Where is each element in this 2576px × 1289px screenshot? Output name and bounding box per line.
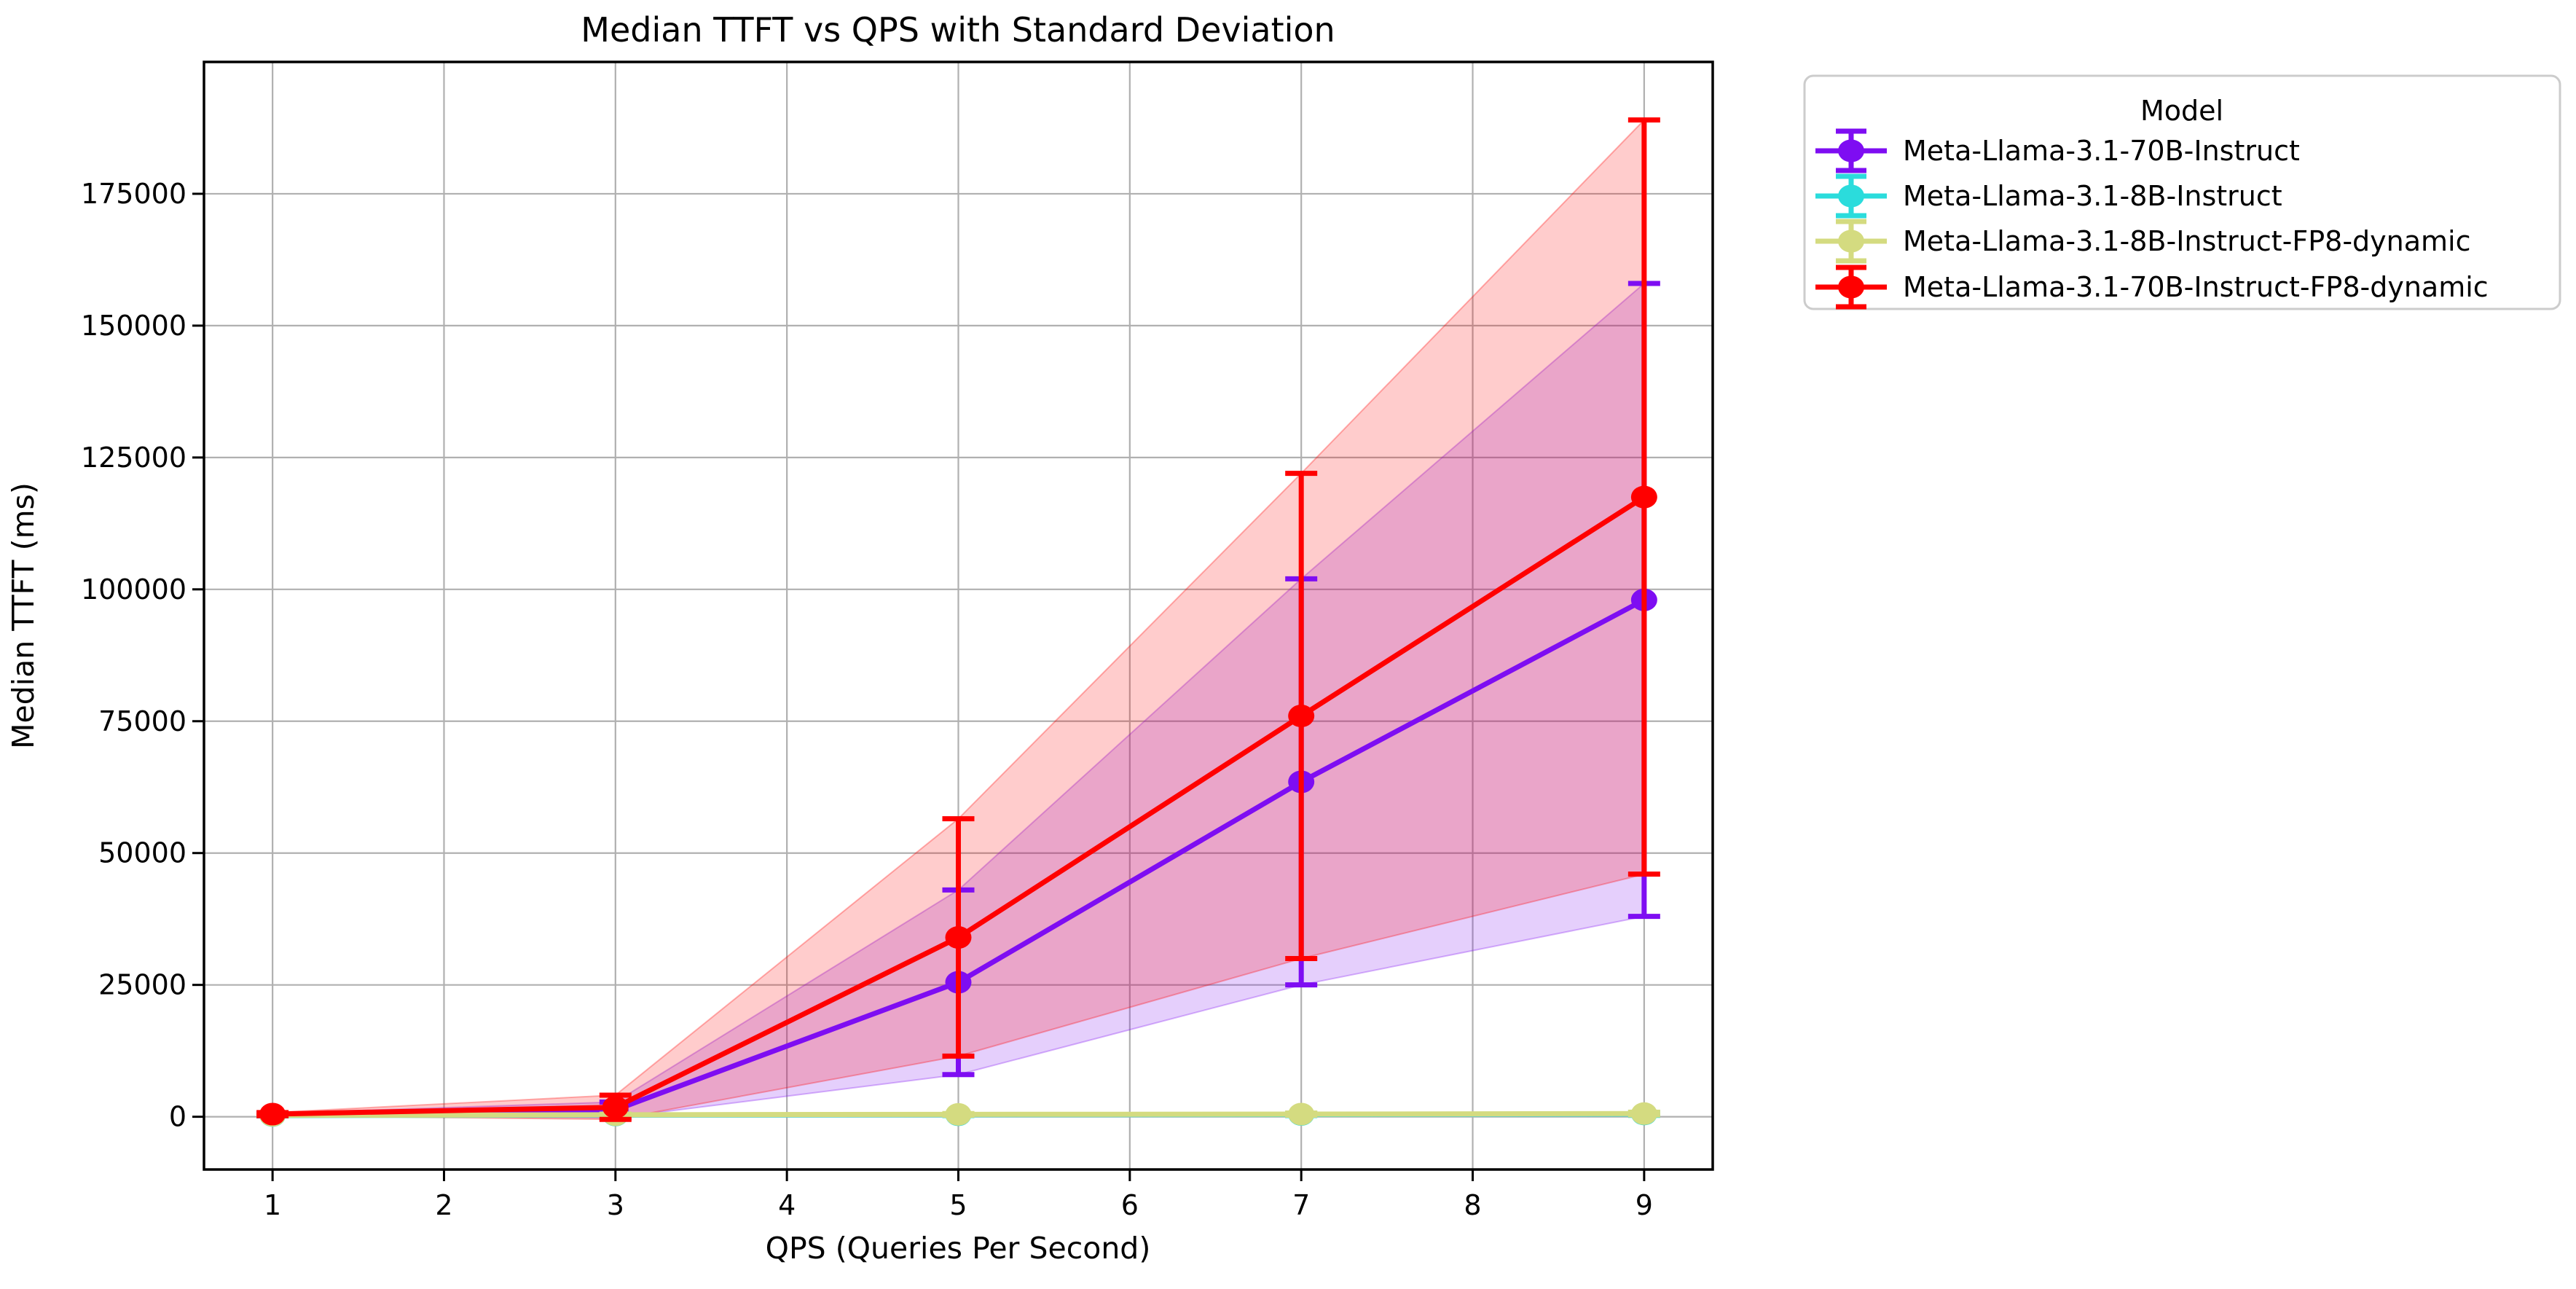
legend-entries: Meta-Llama-3.1-70B-Instruct Meta-Llama-3.… <box>1815 128 2489 310</box>
y-tick-label: 100000 <box>81 573 186 606</box>
chart-title: Median TTFT vs QPS with Standard Deviati… <box>581 10 1335 50</box>
data-point-marker <box>259 1102 286 1126</box>
legend-label: Meta-Llama-3.1-70B-Instruct-FP8-dynamic <box>1903 271 2489 303</box>
x-tick-label: 1 <box>264 1189 281 1221</box>
x-tick-label: 5 <box>949 1189 967 1221</box>
y-tick-label: 75000 <box>98 705 186 737</box>
data-point-marker <box>1288 1102 1315 1126</box>
x-tick-label: 4 <box>778 1189 796 1221</box>
legend-label: Meta-Llama-3.1-8B-Instruct-FP8-dynamic <box>1903 225 2471 257</box>
data-point-marker <box>1630 1102 1657 1125</box>
y-tick-label: 150000 <box>81 310 186 342</box>
data-point-marker <box>602 1096 629 1119</box>
legend-marker-icon <box>1838 275 1864 299</box>
y-tick-label: 25000 <box>98 969 186 1001</box>
data-point-marker <box>1630 485 1657 509</box>
x-tick-label: 2 <box>435 1189 452 1221</box>
data-point-marker <box>1288 705 1315 728</box>
data-point-marker <box>945 926 972 949</box>
legend-marker-icon <box>1838 230 1864 253</box>
y-tick-label: 50000 <box>98 837 186 869</box>
x-tick-label: 8 <box>1464 1189 1481 1221</box>
y-axis-label: Median TTFT (ms) <box>6 482 41 749</box>
x-tick-label: 7 <box>1292 1189 1310 1221</box>
series-Meta-Llama-3.1-70B-Instruct-FP8-dynamic <box>256 117 1660 1126</box>
axes-and-ticks: 1 2 3 4 5 6 7 8 9 0 25000 50000 75000 100000 125000 150… <box>81 60 1714 1221</box>
x-tick-label: 9 <box>1635 1189 1653 1221</box>
legend-marker-icon <box>1838 139 1864 162</box>
x-tick-label: 3 <box>607 1189 624 1221</box>
legend-title: Model <box>2140 95 2223 127</box>
x-tick-label: 6 <box>1121 1189 1139 1221</box>
legend-label: Meta-Llama-3.1-70B-Instruct <box>1903 135 2300 167</box>
x-axis-label: QPS (Queries Per Second) <box>766 1231 1151 1266</box>
y-tick-label: 175000 <box>81 178 186 210</box>
y-tick-label: 0 <box>169 1101 186 1133</box>
legend-marker-icon <box>1838 184 1864 208</box>
legend-entry-Meta-Llama-3.1-70B-Instruct: Meta-Llama-3.1-70B-Instruct <box>1815 128 2300 173</box>
legend-box <box>1803 74 2561 310</box>
data-series <box>256 117 1660 1127</box>
legend: Model Meta-Llama-3.1-70B-InstructMeta-Ll… <box>1803 74 2561 310</box>
y-tick-label: 125000 <box>81 442 186 474</box>
legend-label: Meta-Llama-3.1-8B-Instruct <box>1903 180 2282 212</box>
legend-entry-Meta-Llama-3.1-8B-Instruct: Meta-Llama-3.1-8B-Instruct <box>1815 173 2282 219</box>
legend-entry-Meta-Llama-3.1-8B-Instruct-FP8-dynamic: Meta-Llama-3.1-8B-Instruct-FP8-dynamic <box>1815 219 2471 264</box>
data-point-marker <box>945 1102 972 1126</box>
legend-entry-Meta-Llama-3.1-70B-Instruct-FP8-dynamic: Meta-Llama-3.1-70B-Instruct-FP8-dynamic <box>1815 265 2489 310</box>
